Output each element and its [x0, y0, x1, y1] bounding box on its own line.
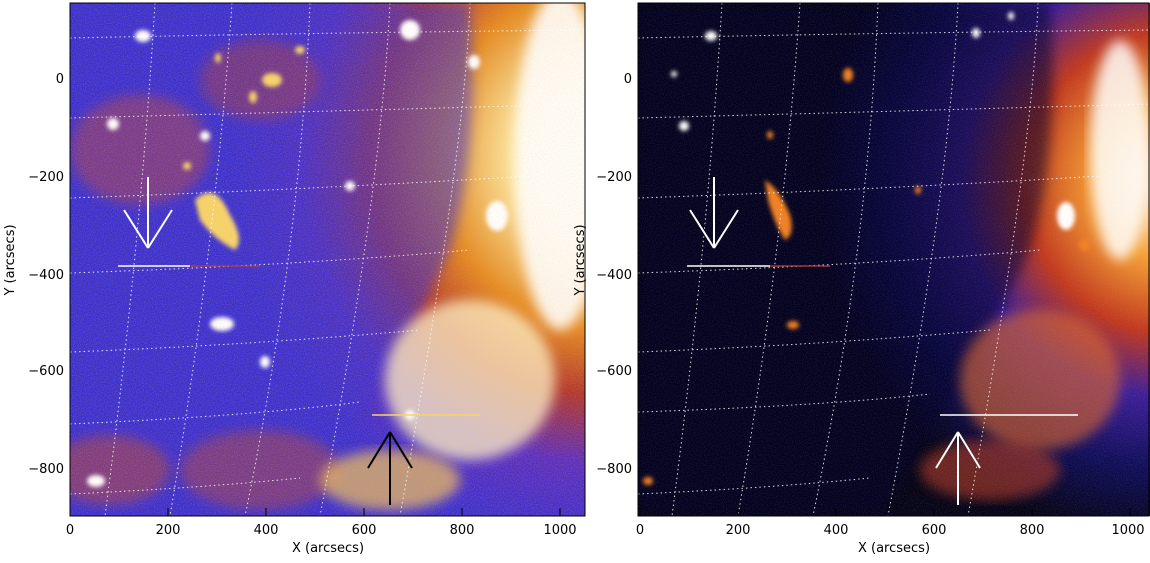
left-x-tick-label: 600	[352, 523, 377, 538]
right-y-tick-label: −200	[596, 170, 632, 185]
left-x-tick-label: 0	[66, 523, 74, 538]
right-image	[638, 3, 1150, 516]
right-x-tick-label: 200	[726, 523, 751, 538]
right-x-tick-label: 1000	[1111, 523, 1144, 538]
left-x-tick-label: 200	[156, 523, 181, 538]
left-x-tick-label: 400	[254, 523, 279, 538]
left-y-tick-label: −200	[28, 170, 64, 185]
left-grid	[70, 3, 585, 516]
left-y-tick-label: −400	[28, 268, 64, 283]
right-y-tick-label: −800	[596, 462, 632, 477]
right-x-tick-label: 600	[922, 523, 947, 538]
right-x-ticks	[639, 508, 1131, 516]
left-image	[70, 3, 585, 516]
left-panel: 0 200 400 600 800 1000 X (arcsecs) 0 −20…	[3, 2, 586, 556]
right-y-tick-label: −400	[596, 268, 632, 283]
right-arrow-top	[689, 177, 739, 249]
right-frame	[637, 2, 1150, 517]
right-x-tick-label: 400	[824, 523, 849, 538]
left-y-tick-label: −600	[28, 364, 64, 379]
right-x-axis-label: X (arcsecs)	[858, 541, 930, 556]
left-y-tick-label: 0	[56, 72, 64, 87]
left-arrow-bottom	[367, 431, 413, 505]
left-arrow-top	[123, 177, 173, 249]
right-y-tick-label: −600	[596, 364, 632, 379]
left-x-axis-label: X (arcsecs)	[292, 541, 364, 556]
left-y-axis-label: Y (arcsecs)	[3, 224, 18, 296]
left-x-tick-label: 800	[450, 523, 475, 538]
left-frame	[69, 2, 586, 517]
right-arrow-bottom	[935, 431, 981, 505]
left-y-tick-label: −800	[28, 462, 64, 477]
left-x-ticks	[69, 508, 561, 516]
right-x-tick-label: 800	[1020, 523, 1045, 538]
right-panel: 0 200 400 600 800 1000 X (arcsecs) 0 −20…	[573, 2, 1150, 556]
right-x-tick-label: 0	[636, 523, 644, 538]
right-y-tick-label: 0	[624, 72, 632, 87]
right-grid	[638, 3, 1150, 516]
left-x-tick-label: 1000	[543, 523, 576, 538]
right-y-axis-label: Y (arcsecs)	[573, 224, 588, 296]
